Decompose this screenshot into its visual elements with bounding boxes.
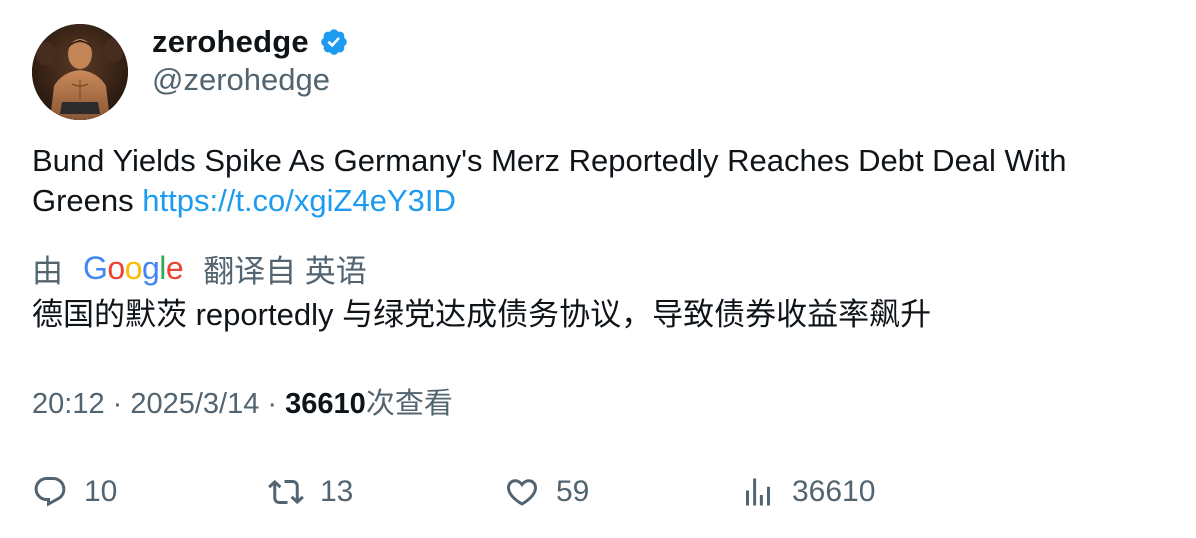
tweet-time[interactable]: 20:12: [32, 388, 105, 420]
verified-badge-icon[interactable]: [319, 27, 349, 57]
meta-separator: ·: [259, 388, 286, 420]
tweet-text: Bund Yields Spike As Germany's Merz Repo…: [32, 141, 1152, 221]
translated-text: 德国的默茨 reportedly 与绿党达成债务协议，导致债券收益率飙升: [32, 297, 932, 332]
tweet-link[interactable]: https://t.co/xgiZ4eY3ID: [142, 183, 456, 218]
retweet-icon: [268, 474, 304, 510]
retweet-count: 13: [320, 475, 354, 508]
meta-separator: ·: [104, 388, 131, 420]
views-count: 36610: [285, 388, 366, 420]
heart-icon: [504, 474, 540, 510]
reply-count: 10: [84, 475, 118, 508]
translation-suffix: 翻译自 英语: [203, 253, 367, 289]
like-button[interactable]: 59: [504, 470, 589, 514]
reply-icon: [32, 474, 68, 510]
translation-prefix: 由: [32, 253, 63, 289]
views-action-count: 36610: [792, 475, 876, 508]
views-label: 次查看: [365, 388, 453, 420]
views-button[interactable]: 36610: [740, 470, 875, 514]
action-bar: 10 13 59 36610: [32, 470, 1162, 514]
author-handle[interactable]: @zerohedge: [152, 62, 330, 97]
analytics-icon: [740, 474, 776, 510]
avatar-image: [32, 24, 128, 120]
author-display-name[interactable]: zerohedge: [152, 24, 309, 59]
tweet-date[interactable]: 2025/3/14: [130, 388, 260, 420]
tweet-meta: 20:12 · 2025/3/14 · 36610次查看: [32, 384, 453, 424]
google-logo: Google: [83, 249, 184, 286]
retweet-button[interactable]: 13: [268, 470, 353, 514]
avatar[interactable]: [32, 24, 128, 120]
translation-attribution: 由 Google 翻译自 英语: [32, 246, 367, 290]
like-count: 59: [556, 475, 590, 508]
reply-button[interactable]: 10: [32, 470, 117, 514]
author-name-row: zerohedge: [152, 22, 349, 62]
tweet-body: Bund Yields Spike As Germany's Merz Repo…: [32, 143, 1067, 218]
